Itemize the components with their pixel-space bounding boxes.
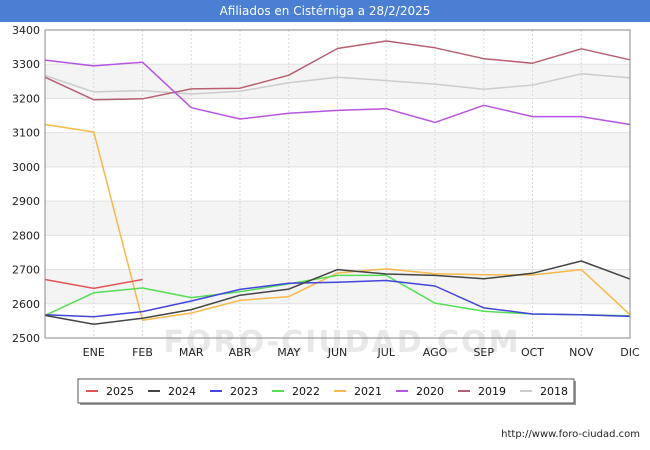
y-tick-label: 2500: [12, 332, 40, 345]
y-tick-label: 2800: [12, 229, 40, 242]
x-tick-label: MAY: [277, 346, 300, 359]
x-tick-label: FEB: [132, 346, 153, 359]
plot-frame: [44, 29, 631, 339]
legend: 2025 2024 2023 2022 2021 2020 2019 2018: [77, 378, 576, 405]
watermark: FORO-CIUDAD.COM: [164, 325, 521, 360]
chart-title: Afiliados en Cistérniga a 28/2/2025: [0, 0, 650, 22]
x-tick-label: AGO: [423, 346, 448, 359]
legend-label-2018: 2018: [540, 385, 568, 398]
x-tick-label: JUN: [327, 346, 348, 359]
y-tick-label: 2600: [12, 298, 40, 311]
x-tick-label: DIC: [620, 346, 640, 359]
plot-band: [45, 132, 630, 167]
x-tick-label: OCT: [521, 346, 544, 359]
legend-label-2023: 2023: [230, 385, 258, 398]
series-line-2018: [44, 73, 631, 95]
legend-label-2025: 2025: [106, 385, 134, 398]
y-tick-label: 3400: [12, 24, 40, 37]
x-tick-label: ENE: [83, 346, 105, 359]
series-line-2023: [44, 279, 631, 318]
axes: [44, 29, 631, 339]
legend-label-2019: 2019: [478, 385, 506, 398]
legend-label-2020: 2020: [416, 385, 444, 398]
y-tick-label: 3300: [12, 58, 40, 71]
x-tick-label: JUL: [377, 346, 396, 359]
series-line-2024: [44, 260, 631, 326]
series-line-2025: [44, 278, 143, 290]
plot-band: [45, 64, 630, 99]
x-tick-label: MAR: [179, 346, 204, 359]
source-url: http://www.foro-ciudad.com: [501, 429, 640, 440]
plot-band: [45, 235, 630, 270]
y-tick-label: 2700: [12, 264, 40, 277]
x-tick-label: SEP: [473, 346, 494, 359]
x-tick-label: ABR: [229, 346, 252, 359]
legend-label-2024: 2024: [168, 385, 196, 398]
series-line-2019: [44, 40, 631, 101]
y-tick-label: 3100: [12, 127, 40, 140]
y-tick-label: 3000: [12, 161, 40, 174]
series-line-2021: [44, 123, 631, 321]
legend-label-2022: 2022: [292, 385, 320, 398]
series-line-2020: [44, 59, 631, 126]
x-tick-label: NOV: [569, 346, 594, 359]
y-tick-labels: 2500 2600 2700 2800 2900 3000 3100 3200 3300 3400: [12, 24, 40, 345]
y-tick-label: 3200: [12, 92, 40, 105]
x-tick-labels: ENE FEB MAR ABR MAY JUN JUL AGO SEP OCT NOV DIC: [83, 346, 640, 359]
legend-label-2021: 2021: [354, 385, 382, 398]
legend-box: [77, 378, 575, 404]
y-tick-label: 2900: [12, 195, 40, 208]
series-lines: [44, 40, 631, 326]
